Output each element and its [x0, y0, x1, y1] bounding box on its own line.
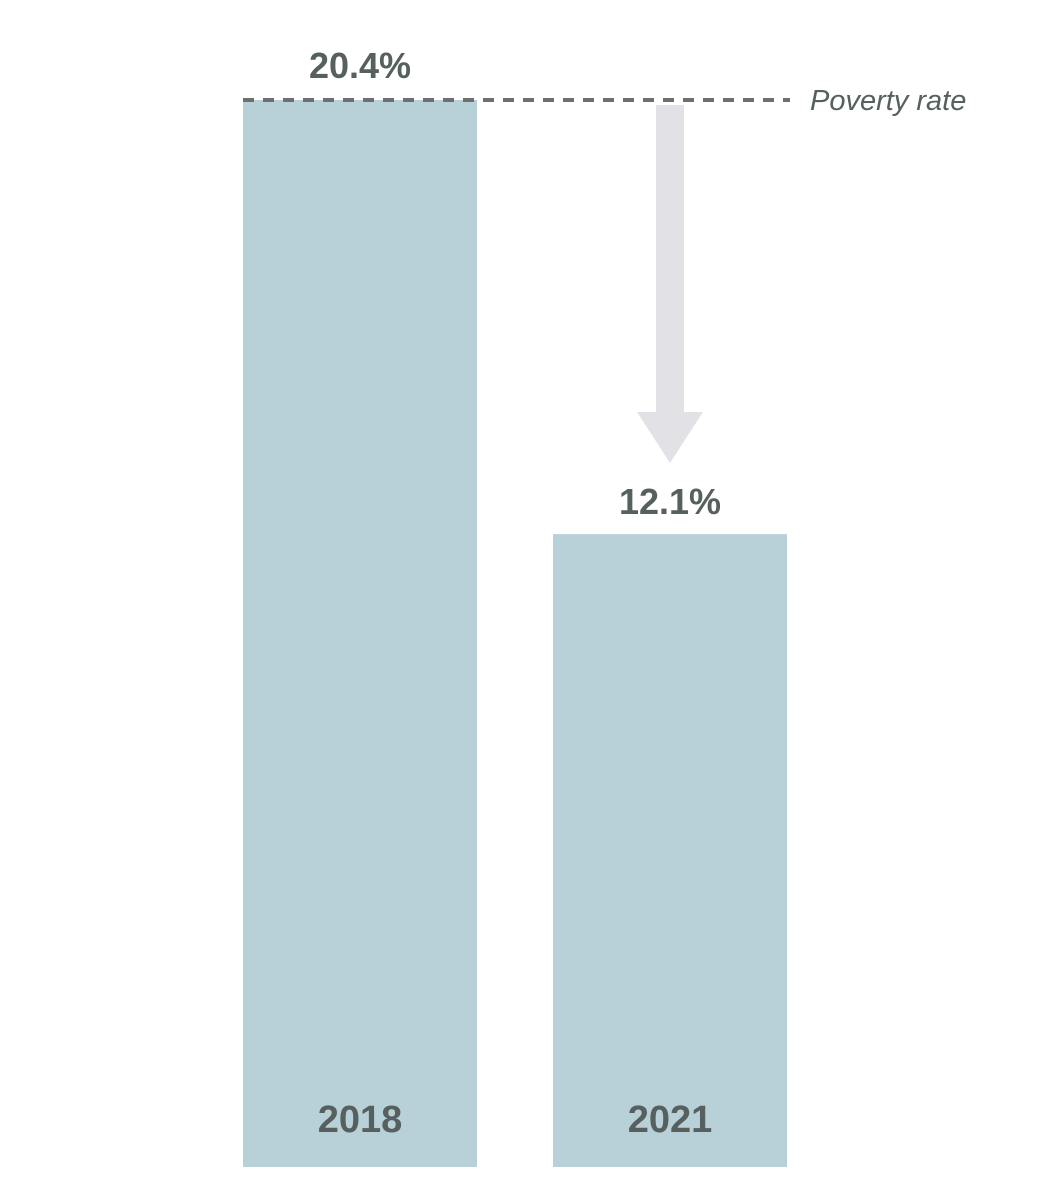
category-label-2021: 2021: [628, 1099, 713, 1141]
bar-2021: [553, 534, 787, 1167]
value-label-2021: 12.1%: [619, 481, 721, 522]
poverty-rate-label: Poverty rate: [810, 85, 966, 117]
category-label-2018: 2018: [318, 1099, 403, 1141]
bars-group: [243, 100, 787, 1167]
bar-2018: [243, 100, 477, 1167]
labels-group: 20.4% 2018 12.1% 2021: [309, 45, 721, 1141]
value-label-2018: 20.4%: [309, 45, 411, 86]
decrease-arrow: [637, 105, 703, 463]
